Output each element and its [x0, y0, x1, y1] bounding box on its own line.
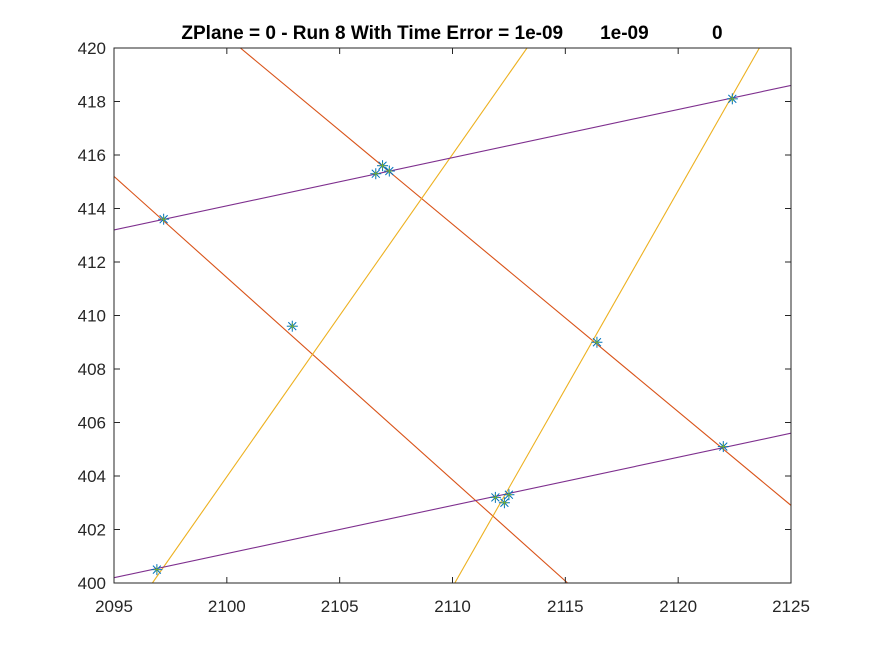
- marker-point: [503, 489, 515, 501]
- marker-point: [158, 213, 170, 225]
- marker-point: [370, 168, 382, 180]
- series-layer: [114, 48, 791, 583]
- marker-point: [498, 497, 510, 509]
- marker-point: [151, 564, 163, 576]
- y-tick-label: 404: [78, 467, 106, 486]
- marker-layer: [151, 93, 738, 576]
- marker-point: [717, 441, 729, 453]
- series-line-purple-4: [114, 84, 791, 231]
- x-tick-label: 2120: [659, 597, 697, 616]
- x-tick-label: 2110: [434, 597, 471, 616]
- x-tick-label: 2100: [208, 597, 246, 616]
- x-tick-label: 2125: [772, 597, 810, 616]
- marker-point: [377, 160, 389, 172]
- y-tick-label: 402: [78, 521, 106, 540]
- y-tick-label: 414: [78, 200, 106, 219]
- series-line-orange-0: [114, 175, 568, 583]
- chart-title: ZPlane = 0 - Run 8 With Time Error = 1e-…: [181, 23, 722, 44]
- y-tick-label: 418: [78, 93, 106, 112]
- y-tick-label: 406: [78, 414, 106, 433]
- y-tick-label: 410: [78, 307, 106, 326]
- marker-point: [726, 93, 738, 105]
- x-tick-label: 2115: [547, 597, 584, 616]
- marker-point: [286, 320, 298, 332]
- x-tick-label: 2105: [321, 597, 359, 616]
- y-tick-label: 408: [78, 360, 106, 379]
- plot-area: [114, 48, 791, 583]
- series-line-orange-1: [240, 48, 791, 506]
- marker-point: [383, 165, 395, 177]
- marker-point: [489, 491, 501, 503]
- series-line-purple-5: [114, 432, 791, 579]
- y-tick-label: 412: [78, 253, 106, 272]
- y-tick-label: 400: [78, 574, 106, 593]
- x-tick-label: 2095: [95, 597, 133, 616]
- y-tick-label: 416: [78, 146, 106, 165]
- series-line-yellow-2: [151, 48, 528, 583]
- y-tick-label: 420: [78, 39, 106, 58]
- marker-point: [591, 336, 603, 348]
- tick-layer: 2095 2100 2105 2110 2115 2120 2125 400 402 404 406…: [78, 39, 810, 616]
